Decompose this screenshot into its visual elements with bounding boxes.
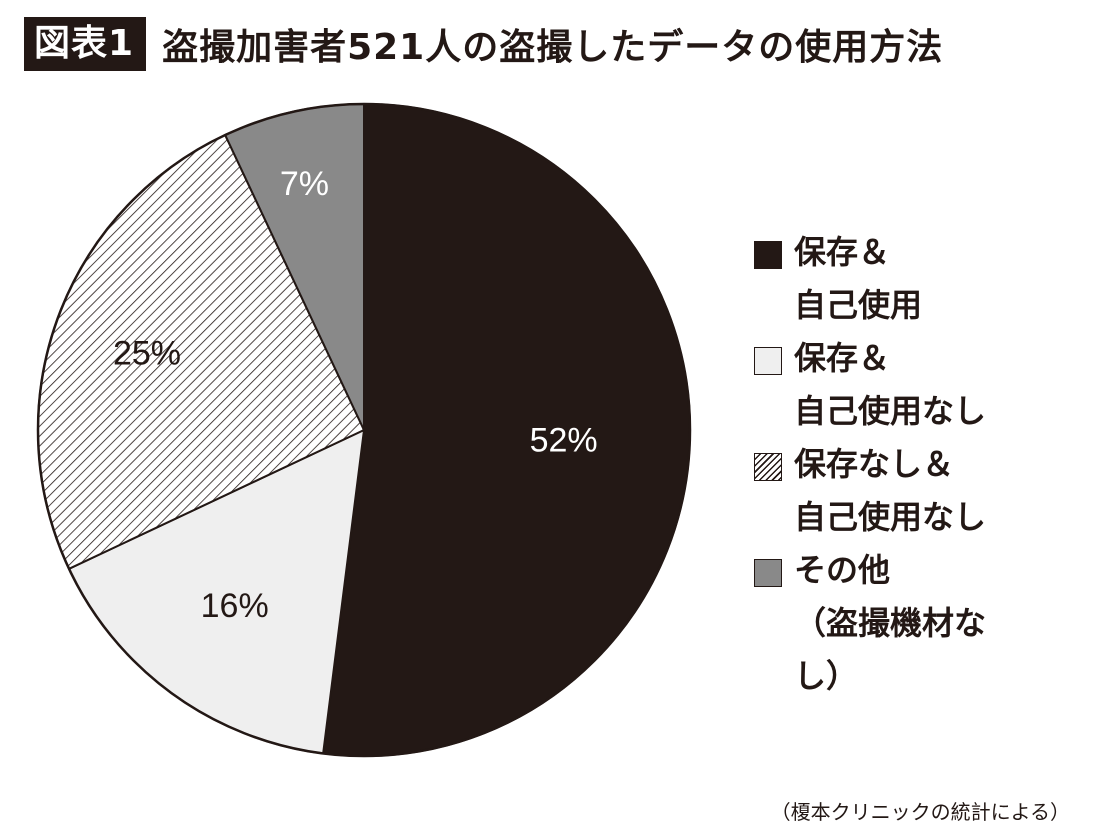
legend-swatch-2 [754,347,782,375]
pie-slice-1 [322,102,691,757]
figure-label: 図表1 [24,17,147,71]
chart-header: 図表1 盗撮加害者521人の盗撮したデータの使用方法 [24,14,943,74]
legend-item-1: 保存＆ 自己使用 [754,232,1084,332]
slice-label-4: 7% [280,165,329,203]
legend-swatch-1 [754,241,782,269]
legend-label-3: 保存なし＆ 自己使用なし [794,445,987,536]
legend-label-4: その他 （盗撮機材なし） [794,551,987,695]
pie-outline [36,102,692,758]
legend-item-3: 保存なし＆ 自己使用なし [754,444,1084,544]
legend-swatch-4 [754,559,782,587]
slice-label-3: 25% [113,334,181,372]
chart-legend: 保存＆ 自己使用 保存＆ 自己使用なし 保存なし＆ 自己使用なしその他 （盗撮機材な… [754,232,1084,709]
legend-swatch-3 [754,453,782,481]
pie-slices [36,102,692,758]
source-note: （榎本クリニックの統計による） [770,800,1070,824]
slice-label-1: 52% [530,422,598,460]
legend-item-2: 保存＆ 自己使用なし [754,338,1084,438]
legend-label-2: 保存＆ 自己使用なし [794,339,987,430]
pie-slice-labels: 52% 16% 25% 7% [113,165,598,625]
legend-label-1: 保存＆ 自己使用 [794,233,923,324]
legend-item-4: その他 （盗撮機材なし） [754,550,1084,703]
chart-title: 盗撮加害者521人の盗撮したデータの使用方法 [162,27,944,68]
slice-label-2: 16% [201,587,269,625]
